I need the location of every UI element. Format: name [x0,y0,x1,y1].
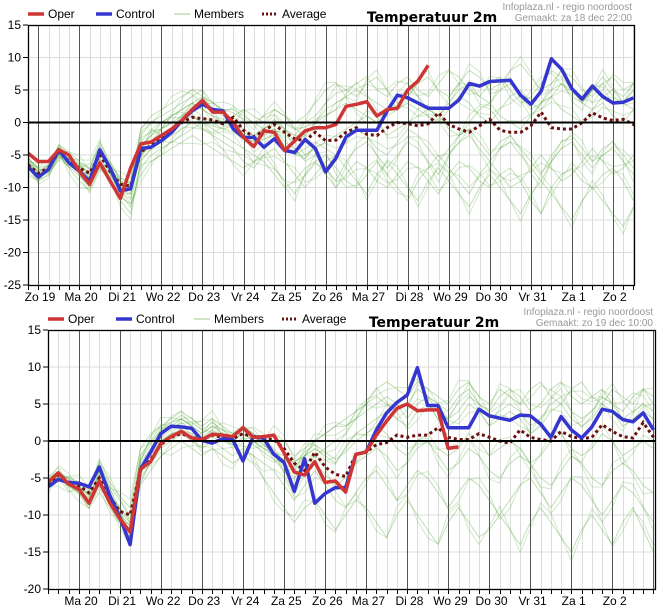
x-day-label: Di 28 [395,594,423,608]
member-line [48,432,654,531]
x-day-label: Za 25 [271,594,302,608]
y-tick-label: -25 [4,278,22,292]
x-day-label: Za 1 [562,594,586,608]
x-day-label: Ma 20 [64,594,98,608]
y-tick-label: 10 [28,360,42,374]
legend-label-oper: Oper [68,312,95,326]
source-credit: Infoplaza.nl - regio noordoost [502,2,632,13]
member-line [28,134,634,205]
x-day-label: Ma 20 [64,290,98,304]
plot-frame [47,329,657,591]
x-day-label: Zo 19 [25,290,56,304]
member-line [48,402,654,525]
x-day-label: Za 1 [562,290,586,304]
x-day-label: Zo 2 [603,290,627,304]
member-line [28,69,634,189]
plot-area: 15 10 5 0 -5 -10 -15 -20 Ma 20 Di 21 Wo 22 Do 23 Vr … [24,323,657,608]
x-day-label: Di 21 [108,290,136,304]
source-credit: Infoplaza.nl - regio noordoost [523,307,653,318]
x-day-label: Wo 22 [146,290,181,304]
y-tick-label: 0 [34,434,41,448]
legend-label-average: Average [282,7,327,21]
legend: Oper Control Members Average [28,7,327,21]
member-line [28,63,634,186]
member-line [28,121,634,228]
x-day-label: Wo 22 [146,594,181,608]
y-tick-label: -15 [4,213,22,227]
made-timestamp: Gemaakt: za 18 dec 22:00 [515,13,633,24]
member-line [48,382,654,500]
x-day-label: Ma 27 [352,594,386,608]
member-line [28,95,634,185]
member-line [28,121,634,215]
y-tick-label: -10 [24,508,42,522]
member-line [48,440,654,554]
oper-line [28,64,430,201]
x-day-label: Do 23 [188,290,220,304]
member-line [28,96,634,190]
x-day-label: Do 30 [476,594,508,608]
y-tick-label: 0 [14,116,21,130]
legend: Oper Control Members Average [48,312,347,326]
x-day-label: Vr 24 [231,290,260,304]
x-day-label: Wo 29 [433,594,468,608]
member-line [48,381,654,509]
y-tick-label: -15 [24,545,42,559]
x-day-label: Do 23 [188,594,220,608]
legend-label-members: Members [214,312,264,326]
x-day-label: Do 30 [476,290,508,304]
member-line [28,90,634,189]
y-tick-label: 5 [34,397,41,411]
x-day-label: Vr 24 [231,594,260,608]
x-day-label: Di 21 [108,594,136,608]
member-line [28,115,634,195]
chart-top-18-dec: Temperatuur 2m Infoplaza.nl - regio noor… [4,2,636,304]
y-tick-label: 15 [8,18,22,32]
chart-title: Temperatuur 2m [367,10,497,26]
x-day-label: Zo 2 [603,594,627,608]
y-tick-label: 10 [8,51,22,65]
y-tick-label: 5 [14,83,21,97]
y-tick-label: -10 [4,181,22,195]
legend-label-oper: Oper [48,7,75,21]
made-timestamp: Gemaakt: zo 19 dec 10:00 [536,318,654,329]
x-day-label: Za 25 [271,290,302,304]
member-line [48,381,654,517]
member-line [28,55,634,179]
x-day-label: Vr 31 [518,290,547,304]
y-tick-label: 15 [28,323,42,337]
y-tick-label: -20 [24,582,42,596]
average-line [28,109,634,188]
x-day-label: Ma 27 [352,290,386,304]
x-day-label: Vr 31 [518,594,547,608]
legend-label-control: Control [116,7,155,21]
legend-label-members: Members [194,7,244,21]
member-line [48,444,654,562]
member-line [28,117,634,236]
x-day-label: Wo 29 [433,290,468,304]
member-line [28,126,634,215]
legend-label-control: Control [136,312,175,326]
x-day-label: Zo 26 [312,290,343,304]
plot-frame [27,24,636,287]
y-tick-label: -5 [30,471,41,485]
x-day-label: Di 28 [395,290,423,304]
legend-label-average: Average [302,312,347,326]
chart-bottom-19-dec: Temperatuur 2m Infoplaza.nl - regio noor… [24,307,657,608]
y-tick-label: -5 [10,148,21,162]
member-line [48,414,654,520]
member-line [48,425,654,531]
x-day-label: Zo 26 [312,594,343,608]
member-line [28,68,634,200]
chart-title: Temperatuur 2m [369,315,499,331]
member-line [28,95,634,195]
control-line [28,57,634,193]
oper-line [48,402,459,534]
y-tick-label: -20 [4,246,22,260]
